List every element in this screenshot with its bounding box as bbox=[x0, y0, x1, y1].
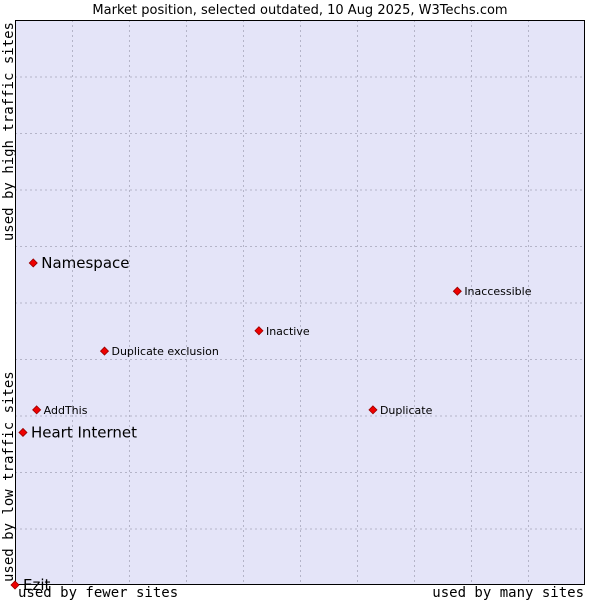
point-label: Duplicate bbox=[380, 404, 433, 417]
point-ezit: Ezit bbox=[10, 576, 51, 594]
chart-title: Market position, selected outdated, 10 A… bbox=[92, 3, 507, 18]
point-marker bbox=[254, 326, 264, 336]
point-marker bbox=[32, 405, 42, 415]
x-axis-label-right: used by many sites bbox=[432, 585, 584, 600]
y-axis-label-bottom: used by low traffic sites bbox=[1, 371, 17, 582]
point-label: Heart Internet bbox=[31, 423, 137, 441]
grid bbox=[15, 20, 585, 585]
point-marker bbox=[28, 258, 38, 268]
point-label: Inactive bbox=[266, 325, 310, 338]
point-duplicate-exclusion: Duplicate exclusion bbox=[99, 345, 219, 358]
data-points: Namespace Inaccessible Inactive Duplicate e… bbox=[10, 254, 532, 594]
plot-border bbox=[15, 20, 585, 585]
point-namespace: Namespace bbox=[28, 254, 130, 272]
point-marker bbox=[452, 286, 462, 296]
point-marker bbox=[18, 427, 28, 438]
y-axis-label-top: used by high traffic sites bbox=[1, 22, 17, 241]
point-label: AddThis bbox=[44, 404, 88, 417]
point-duplicate: Duplicate bbox=[368, 404, 433, 417]
point-label: Ezit bbox=[23, 576, 51, 594]
point-heart-internet: Heart Internet bbox=[18, 423, 137, 441]
point-label: Inaccessible bbox=[464, 285, 531, 298]
point-inaccessible: Inaccessible bbox=[452, 285, 532, 298]
point-marker bbox=[99, 346, 110, 356]
point-label: Duplicate exclusion bbox=[111, 345, 218, 358]
point-marker bbox=[10, 580, 20, 590]
x-axis-label-left: used by fewer sites bbox=[18, 585, 178, 600]
point-inactive: Inactive bbox=[254, 325, 310, 338]
point-addthis: AddThis bbox=[32, 404, 88, 417]
point-label: Namespace bbox=[41, 254, 129, 272]
point-marker bbox=[368, 405, 378, 415]
